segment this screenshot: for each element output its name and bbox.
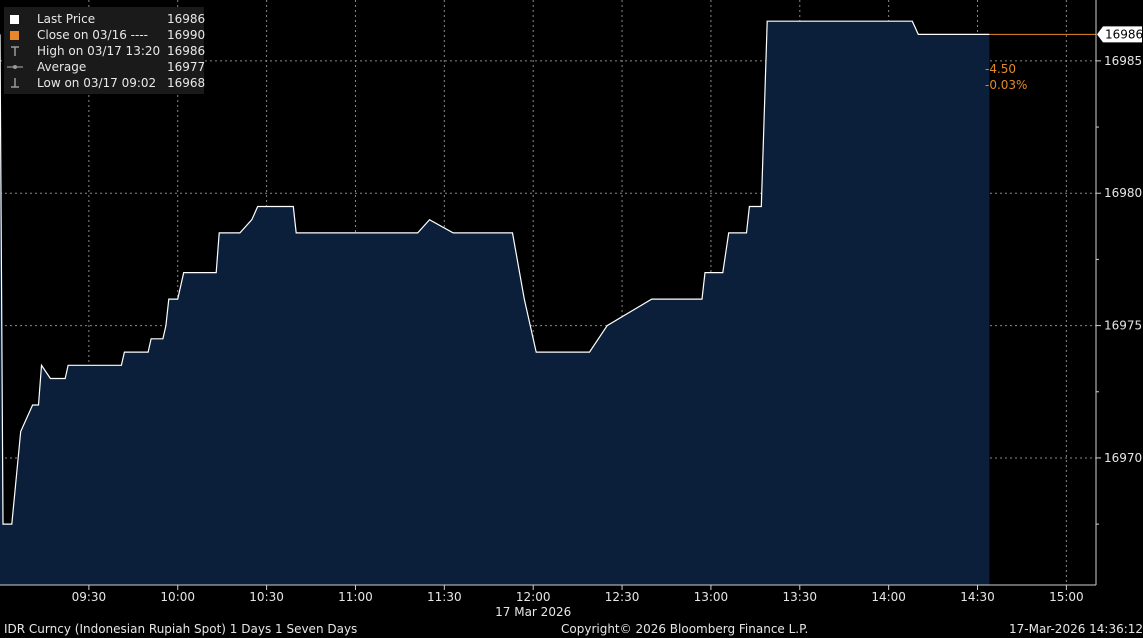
legend-item-previous-close: Close on 03/16 ---- 16990 [4,27,206,43]
legend-value: 16986 [167,44,206,58]
series-area-last-price [0,21,990,585]
copyright-notice: Copyright© 2026 Bloomberg Finance L.P. [561,622,809,636]
legend-label: Last Price [37,12,96,26]
percent-change-value: -0.03% [985,78,1028,92]
white-square-icon [10,15,19,24]
legend-label: High on 03/17 13:20 [37,44,161,58]
y-tick-label: 16985 [1104,54,1142,68]
x-tick-label: 14:00 [871,590,906,604]
series-line-last-price [0,20,990,525]
x-tick-label: 14:30 [960,590,995,604]
last-price-tag [1097,26,1142,43]
orange-square-icon [10,31,19,40]
timestamp: 17-Mar-2026 14:36:12 [1009,622,1143,636]
y-tick-label: 16975 [1104,319,1142,333]
legend-value: 16990 [167,28,206,42]
axes: 09:30 10:00 10:30 11:00 11:30 12:00 12:30 13:00… [0,0,1143,619]
legend-item-average: Average 16977 [4,59,206,75]
legend-label: Close on 03/16 ---- [37,28,148,42]
x-tick-label: 09:30 [72,590,107,604]
x-tick-label: 12:30 [605,590,640,604]
x-tick-label: 10:00 [160,590,195,604]
legend-item-high: High on 03/17 13:20 16986 [4,43,206,59]
x-tick-label: 10:30 [249,590,284,604]
legend-box: Last Price 16986 Close on 03/16 ---- 169… [4,7,206,94]
average-marker-icon [7,65,23,69]
x-tick-label: 12:00 [516,590,551,604]
x-tick-label: 13:30 [782,590,817,604]
security-description: IDR Curncy (Indonesian Rupiah Spot) 1 Da… [4,622,358,636]
price-chart: 09:30 10:00 10:30 11:00 11:30 12:00 12:30 13:00… [0,0,1143,619]
plot-area [0,20,1096,585]
legend-value: 16986 [167,12,206,26]
legend-item-low: Low on 03/17 09:02 16968 [4,75,206,91]
y-tick-label: 16980 [1104,186,1142,200]
x-tick-label: 11:30 [427,590,462,604]
low-marker-icon [11,78,19,88]
y-tick-label: 16970 [1104,451,1142,465]
net-change-value: -4.50 [985,62,1017,76]
legend-label: Average [37,60,87,74]
legend-value: 16968 [167,76,206,90]
last-price-tag-label: 16986 [1105,27,1143,41]
x-date-label: 17 Mar 2026 [495,605,571,619]
legend-item-last-price: Last Price 16986 [4,11,206,27]
x-tick-label: 13:00 [694,590,729,604]
x-tick-label: 15:00 [1049,590,1084,604]
legend-value: 16977 [167,60,206,74]
x-tick-label: 11:00 [338,590,373,604]
high-marker-icon [11,46,19,56]
legend-label: Low on 03/17 09:02 [37,76,157,90]
